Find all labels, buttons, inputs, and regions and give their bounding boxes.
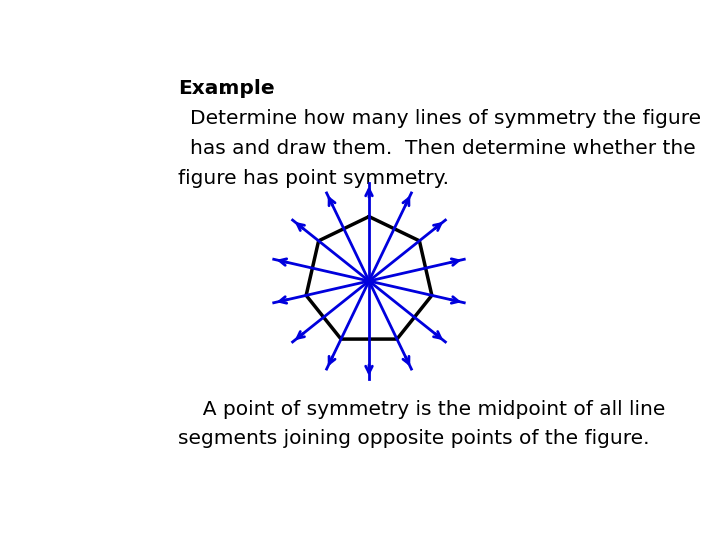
Text: has and draw them.  Then determine whether the: has and draw them. Then determine whethe… xyxy=(190,139,696,158)
Text: Example: Example xyxy=(178,79,274,98)
Text: figure has point symmetry.: figure has point symmetry. xyxy=(178,169,449,188)
Text: :: : xyxy=(220,79,228,98)
Text: segments joining opposite points of the figure.: segments joining opposite points of the … xyxy=(178,429,649,448)
Text: A point of symmetry is the midpoint of all line: A point of symmetry is the midpoint of a… xyxy=(190,400,665,419)
Text: Determine how many lines of symmetry the figure: Determine how many lines of symmetry the… xyxy=(190,109,701,129)
